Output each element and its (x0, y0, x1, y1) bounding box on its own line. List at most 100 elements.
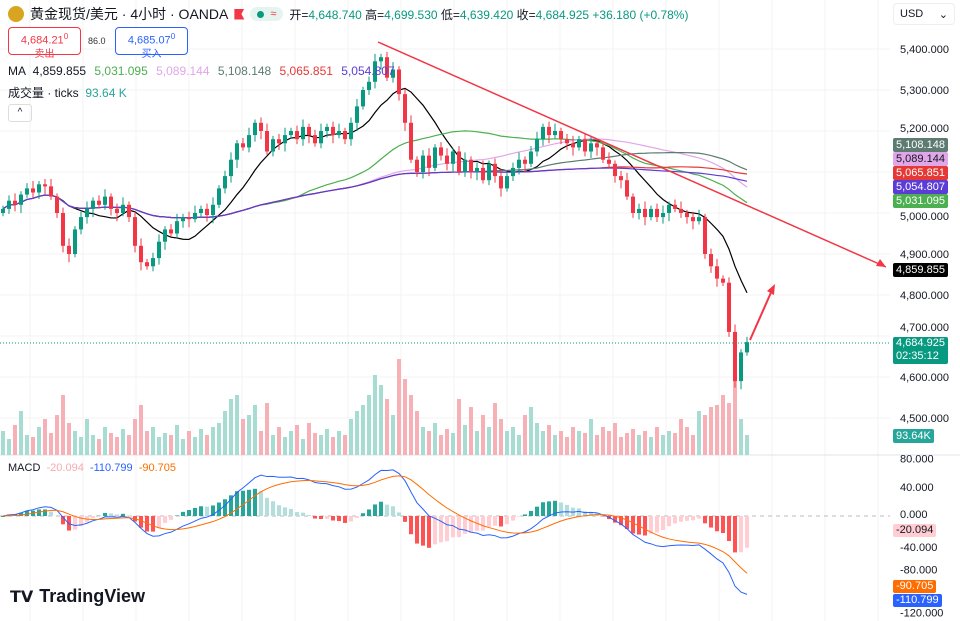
candle-body (619, 176, 623, 181)
ma-line-4 (2, 166, 748, 219)
price-tag: 5,089.144 (893, 152, 948, 166)
macd-histogram-bar (421, 516, 425, 546)
macd-histogram-bar (361, 513, 365, 516)
candle-body (535, 139, 539, 152)
volume-bar (223, 411, 227, 455)
macd-histogram-bar (685, 516, 689, 521)
candle-body (91, 200, 95, 209)
volume-bar (253, 405, 257, 455)
candle-body (649, 208, 653, 218)
volume-bar (259, 431, 263, 455)
candle-body (613, 163, 617, 177)
volume-bar (673, 433, 677, 455)
macd-histogram-bar (253, 488, 257, 516)
candle-body (295, 131, 299, 140)
candle-body (517, 159, 521, 168)
macd-histogram-bar (181, 511, 185, 516)
tv-logo-icon: 𝗧𝗩 (10, 588, 34, 606)
macd-histogram-bar (721, 516, 725, 533)
candle-body (199, 208, 203, 213)
symbol-title[interactable]: 黄金现货/美元 · 4小时 · OANDA (30, 6, 229, 22)
buy-button[interactable]: 4,685.070 买入 (115, 27, 188, 60)
volume-bar (85, 419, 89, 455)
candle-body (577, 139, 581, 148)
macd-histogram-bar (337, 516, 341, 522)
macd-histogram-bar (379, 501, 383, 516)
macd-histogram-bar (733, 516, 737, 553)
ohlc-values: 开=4,648.740 高=4,699.530 低=4,639.420 收=4,… (289, 7, 689, 22)
candle-body (121, 204, 125, 213)
candle-body (553, 131, 557, 136)
volume-bar (601, 427, 605, 455)
candle-body (211, 204, 215, 216)
ma-legend[interactable]: MA 4,859.855 5,031.095 5,089.144 5,108.1… (8, 64, 395, 78)
volume-legend[interactable]: 成交量 · ticks 93.64 K (8, 86, 127, 100)
volume-bar (235, 395, 239, 455)
candle-body (175, 221, 179, 234)
macd-histogram-bar (1, 516, 5, 517)
sell-button[interactable]: 4,684.210 卖出 (8, 27, 81, 60)
macd-histogram-bar (241, 490, 245, 516)
volume-bar (73, 431, 77, 455)
candle-body (271, 139, 275, 152)
flag-icon[interactable] (234, 8, 245, 20)
macd-histogram-bar (307, 515, 311, 516)
candle-body (631, 196, 635, 213)
macd-histogram-bar (289, 508, 293, 516)
volume-bar (649, 437, 653, 455)
candle-body (583, 139, 587, 152)
macd-histogram-bar (217, 502, 221, 516)
macd-histogram-bar (163, 516, 167, 523)
macd-histogram-bar (229, 495, 233, 516)
macd-histogram-bar (469, 516, 473, 533)
volume-bar (325, 429, 329, 455)
volume-bar (571, 427, 575, 455)
macd-histogram-bar (391, 506, 395, 516)
macd-histogram-bar (553, 500, 557, 516)
candle-body (253, 122, 257, 136)
tradingview-logo[interactable]: 𝗧𝗩 TradingView (10, 586, 145, 606)
volume-bar (553, 435, 557, 455)
candle-body (643, 208, 647, 218)
candle-body (325, 126, 329, 131)
candle-body (523, 159, 527, 164)
macd-histogram-bar (727, 516, 731, 541)
candle-body (217, 188, 221, 205)
volume-bar (667, 431, 671, 455)
volume-bar (565, 437, 569, 455)
candle-body (235, 143, 239, 160)
market-status[interactable]: ≈ (250, 7, 284, 21)
macd-histogram-bar (397, 512, 401, 516)
candle-body (541, 126, 545, 140)
candle-body (697, 217, 701, 222)
candle-body (487, 163, 491, 181)
candle-body (97, 200, 101, 205)
macd-histogram-bar (481, 516, 485, 531)
volume-bar (187, 431, 191, 455)
macd-legend[interactable]: MACD -20.094 -110.799 -90.705 (8, 462, 176, 474)
volume-bar (397, 359, 401, 455)
volume-bar (379, 385, 383, 455)
trendline-arrowhead-icon (876, 259, 886, 267)
candle-body (265, 131, 269, 152)
currency-select[interactable]: USD ⌄ (893, 3, 955, 25)
candle-body (19, 194, 23, 205)
volume-bar (163, 433, 167, 455)
candle-body (229, 159, 233, 177)
macd-histogram-bar (517, 516, 521, 517)
candle-body (157, 241, 161, 259)
volume-bar (445, 429, 449, 455)
ma-line-0 (2, 87, 748, 294)
macd-histogram-bar (463, 516, 467, 534)
ma-line-2 (2, 138, 748, 219)
candle-body (289, 131, 293, 136)
price-axis-label: 4,600.000 (900, 372, 949, 384)
chevron-down-icon: ⌄ (938, 9, 948, 21)
volume-bar (91, 435, 95, 455)
macd-histogram-bar (625, 516, 629, 530)
candle-body (439, 147, 443, 156)
candle-body (655, 208, 659, 218)
collapse-legend-button[interactable]: ^ (8, 104, 32, 122)
candle-body (361, 90, 365, 107)
